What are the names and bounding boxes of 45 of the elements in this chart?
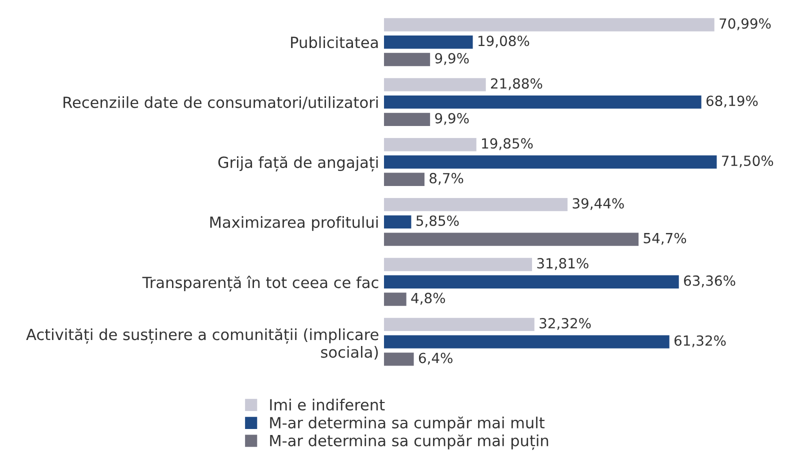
- y-tick-label: Maximizarea profitului: [210, 216, 378, 231]
- y-tick-label: Transparență în tot ceea ce fac: [142, 276, 378, 292]
- data-label: 70,99%: [720, 18, 771, 30]
- data-label: 54,7%: [644, 232, 686, 245]
- bar: [384, 95, 702, 109]
- data-label: 9,9%: [435, 53, 469, 65]
- y-tick-label: Publicitatea: [291, 36, 378, 48]
- data-label: 32,32%: [540, 318, 591, 330]
- bar: [384, 198, 568, 212]
- legend-label: M-ar determina sa cumpăr mai puțin: [270, 434, 548, 450]
- data-label: 6,4%: [418, 352, 452, 365]
- y-tick-label: Activități de susținere a comunității (implicare sociala): [26, 328, 378, 360]
- bar: [384, 232, 639, 246]
- bar: [384, 352, 414, 366]
- bar: [384, 138, 476, 152]
- bar: [384, 292, 406, 306]
- bar: [384, 52, 430, 66]
- legend-label: Imi e indiferent: [270, 398, 385, 411]
- y-tick-label: Grija față de angajați: [218, 156, 378, 172]
- data-label: 61,32%: [674, 335, 726, 348]
- bar: [384, 18, 714, 32]
- data-label: 68,19%: [706, 96, 758, 108]
- data-label: 31,81%: [537, 258, 588, 270]
- data-label: 63,36%: [684, 275, 736, 288]
- y-tick-label: Recenziile date de consumatori/utilizatori: [64, 96, 378, 110]
- legend-label: M-ar determina sa cumpăr mai mult: [270, 416, 545, 432]
- data-label: 39,44%: [572, 198, 624, 210]
- data-label: 71,50%: [722, 156, 774, 168]
- bar: [384, 275, 679, 288]
- bar: [384, 335, 670, 348]
- bar: [384, 258, 532, 272]
- bar: [384, 318, 534, 332]
- data-label: 5,85%: [416, 215, 459, 228]
- data-label: 4,8%: [411, 292, 446, 305]
- bar: [384, 78, 486, 92]
- bar: [384, 36, 473, 49]
- bar: [384, 215, 412, 229]
- data-label: 21,88%: [491, 78, 542, 90]
- data-label: 19,08%: [478, 36, 530, 48]
- bar: [384, 112, 430, 126]
- bar: [384, 155, 717, 169]
- data-label: 8,7%: [430, 172, 464, 185]
- data-label: 9,9%: [435, 112, 469, 125]
- bar: [384, 172, 424, 186]
- data-label: 19,85%: [482, 138, 533, 150]
